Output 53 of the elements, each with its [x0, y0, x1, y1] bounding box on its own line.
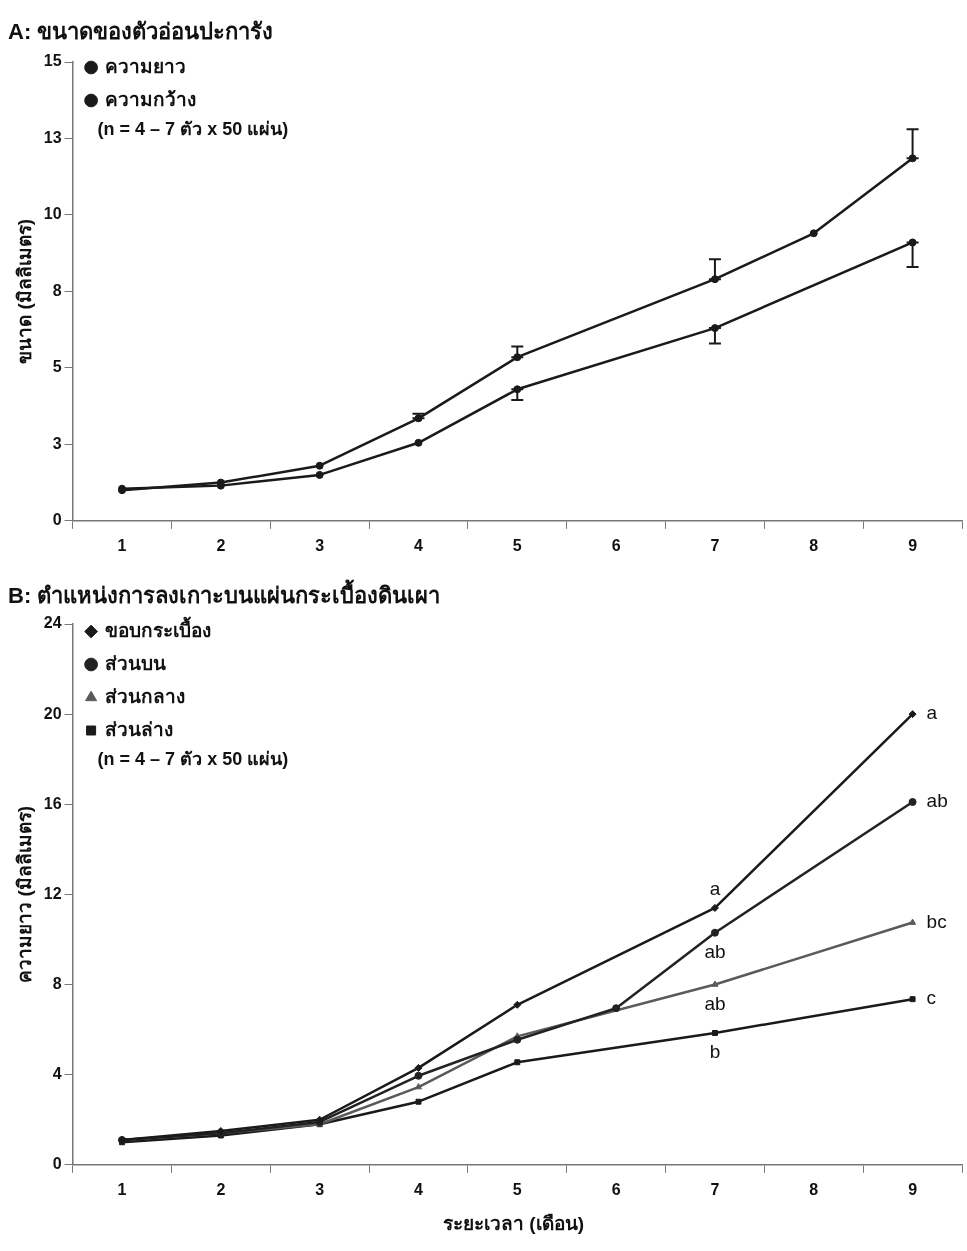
- x-tick-label: 8: [809, 536, 819, 554]
- annotation: a: [709, 878, 721, 900]
- legend-label: ส่วนล่าง: [105, 718, 174, 740]
- annotation: c: [926, 987, 937, 1009]
- x-tick-label: 9: [908, 1180, 918, 1198]
- y-tick-label: 8: [52, 281, 62, 299]
- y-tick-label: 10: [43, 205, 62, 223]
- x-tick-label: 2: [216, 1180, 226, 1198]
- x-tick-label: 7: [710, 536, 720, 554]
- y-tick-label: 3: [52, 434, 62, 452]
- x-tick-label: 2: [216, 536, 226, 554]
- annotation: ab: [926, 790, 948, 812]
- x-tick-label: 9: [908, 536, 918, 554]
- x-tick-label: 6: [611, 1180, 621, 1198]
- y-tick-label: 13: [43, 128, 62, 146]
- y-tick-label: 4: [52, 1065, 62, 1083]
- y-tick-label: 24: [43, 614, 62, 632]
- legend-label: ส่วนบน: [105, 652, 167, 674]
- x-tick-label: 4: [414, 1180, 424, 1198]
- legend-label: ขอบกระเบื้อง: [105, 615, 212, 641]
- x-tick-label: 6: [611, 536, 621, 554]
- x-tick-label: 7: [710, 1180, 720, 1198]
- legend-label: ความยาว: [105, 55, 187, 77]
- y-tick-label: 8: [52, 974, 62, 992]
- x-tick-label: 3: [315, 536, 325, 554]
- y-tick-label: 20: [43, 704, 62, 722]
- y-axis-title: ขนาด (มิลลิเมตร): [13, 218, 35, 364]
- y-tick-label: 15: [43, 52, 62, 70]
- x-tick-label: 1: [117, 1180, 127, 1198]
- y-tick-label: 0: [52, 511, 62, 529]
- annotation: ab: [704, 940, 726, 962]
- annotation: (n = 4 – 7 ตัว x 50 แผ่น): [97, 748, 289, 769]
- y-tick-label: 5: [52, 358, 62, 376]
- x-tick-label: 3: [315, 1180, 325, 1198]
- annotation: ab: [704, 992, 726, 1014]
- annotation: bc: [926, 910, 947, 932]
- y-axis-title: ความยาว (มิลลิเมตร): [13, 805, 35, 983]
- x-tick-label: 1: [117, 536, 127, 554]
- x-tick-label: 4: [414, 536, 424, 554]
- x-tick-label: 5: [512, 536, 522, 554]
- y-tick-label: 0: [52, 1155, 62, 1173]
- annotation: (n = 4 – 7 ตัว x 50 แผ่น): [97, 118, 289, 139]
- legend-label: ส่วนกลาง: [105, 685, 186, 707]
- y-tick-label: 16: [43, 794, 62, 812]
- legend-label: ความกว้าง: [105, 88, 197, 110]
- chart-title: B: ตำแหน่งการลงเกาะบนแผ่นกระเบื้องดินเผา: [7, 578, 442, 608]
- x-tick-label: 8: [809, 1180, 819, 1198]
- chart-title: A: ขนาดของตัวอ่อนปะการัง: [7, 18, 275, 44]
- x-axis-title: ระยะเวลา (เดือน): [442, 1212, 585, 1236]
- x-tick-label: 5: [512, 1180, 522, 1198]
- annotation: a: [926, 702, 938, 724]
- annotation: b: [709, 1041, 721, 1063]
- y-tick-label: 12: [43, 884, 62, 902]
